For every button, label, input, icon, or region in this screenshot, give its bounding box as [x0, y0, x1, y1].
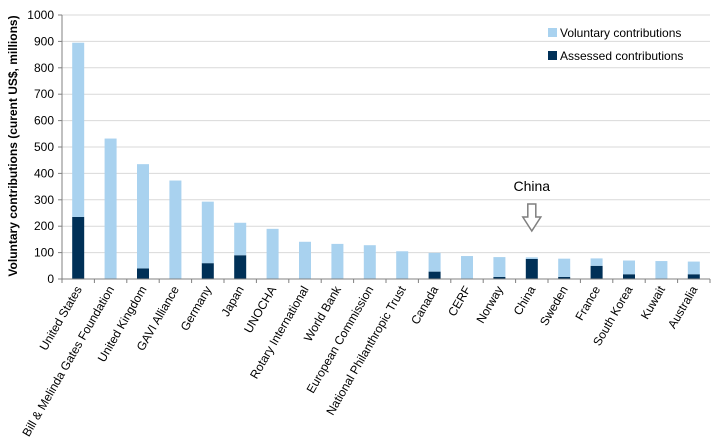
y-tick-label: 1000 — [27, 8, 54, 22]
bar-assessed — [590, 265, 603, 279]
y-tick-label: 600 — [34, 114, 54, 128]
bar-voluntary — [331, 243, 344, 279]
legend-label: Assessed contributions — [560, 49, 683, 63]
bar-voluntary — [493, 257, 506, 277]
bar-assessed — [687, 274, 700, 279]
x-tick-label: Canada — [408, 283, 441, 327]
bar-voluntary — [201, 201, 214, 264]
y-tick-label: 400 — [34, 166, 54, 180]
bar-assessed — [234, 255, 247, 279]
bar-voluntary — [655, 261, 668, 279]
x-tick-label: Germany — [178, 284, 215, 334]
bar-voluntary — [623, 260, 635, 275]
x-tick-label: Rotary International — [247, 284, 311, 382]
annotation-label: China — [514, 178, 551, 194]
bar-assessed — [137, 268, 149, 279]
x-tick-label: France — [572, 283, 603, 323]
bar-assessed — [72, 216, 85, 279]
bar-voluntary — [461, 256, 473, 279]
bar-assessed — [493, 276, 506, 279]
x-tick-label: Sweden — [537, 284, 571, 329]
bar-voluntary — [104, 138, 117, 279]
x-tick-label: Kuwait — [638, 283, 668, 322]
legend-swatch — [548, 28, 557, 37]
down-arrow-icon — [521, 203, 543, 233]
bar-voluntary — [169, 180, 182, 279]
y-tick-labels: 0 100 200 300 400 500 600 700 800 900 1000 — [27, 8, 54, 286]
bar-voluntary — [687, 261, 700, 275]
y-tick-label: 100 — [34, 246, 54, 260]
bar-voluntary — [266, 228, 279, 279]
bar-voluntary — [590, 258, 603, 266]
bar-voluntary — [299, 241, 311, 279]
y-tick-label: 800 — [34, 61, 54, 75]
x-tick-label: Japan — [218, 284, 246, 319]
legend-label: Voluntary contributions — [560, 26, 681, 40]
bar-voluntary — [396, 251, 409, 279]
y-tick-label: 300 — [34, 193, 54, 207]
bar-voluntary — [428, 252, 441, 272]
bar-voluntary — [234, 222, 247, 256]
y-axis-label: Voluntary contributions (curent US$, mil… — [6, 15, 20, 276]
x-tick-label: Australia — [665, 283, 701, 331]
axes — [58, 14, 711, 283]
bars — [72, 42, 700, 279]
y-tick-label: 700 — [34, 87, 54, 101]
legend: Voluntary contributions Assessed contribu… — [548, 26, 683, 63]
y-tick-label: 200 — [34, 219, 54, 233]
bar-voluntary — [558, 258, 571, 277]
bar-voluntary — [137, 164, 149, 269]
x-tick-label: CERF — [445, 284, 473, 319]
y-tick-label: 0 — [47, 272, 54, 286]
x-tick-label: Norway — [474, 284, 506, 326]
bar-assessed — [623, 274, 635, 279]
x-tick-label: China — [511, 283, 539, 317]
y-tick-label: 500 — [34, 140, 54, 154]
bar-voluntary — [363, 245, 376, 279]
y-tick-label: 900 — [34, 34, 54, 48]
bar-assessed — [525, 258, 538, 279]
bar-assessed — [201, 263, 214, 279]
china-annotation: China — [514, 178, 551, 233]
bar-voluntary — [72, 42, 85, 217]
bar-assessed — [428, 271, 441, 279]
bar-assessed — [558, 276, 571, 279]
legend-swatch — [548, 51, 557, 60]
bar-voluntary — [525, 257, 538, 259]
